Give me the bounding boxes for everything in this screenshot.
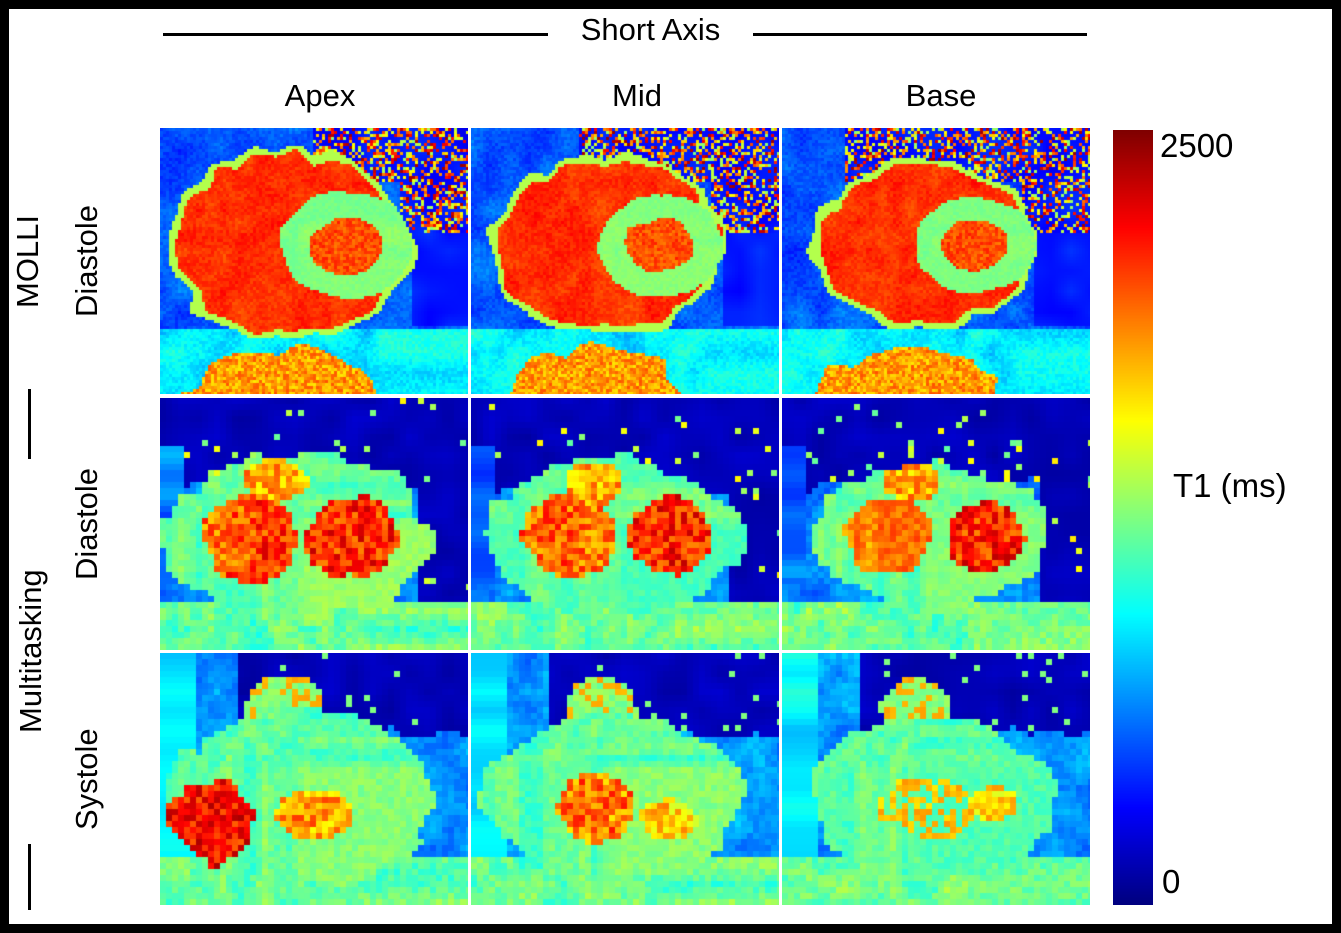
phase-label-multitasking-diastole: Diastole: [69, 468, 104, 580]
colorbar-max-tick: 2500: [1160, 127, 1234, 164]
multitasking-bracket-bottom-line: [28, 844, 31, 910]
short-axis-line-left: [163, 33, 548, 36]
colorbar-title: T1 (ms): [1173, 467, 1287, 504]
t1-map-multitasking-systole-apex: [160, 653, 468, 905]
multitasking-bracket-top-line: [28, 389, 31, 459]
row-group-label-multitasking: Multitasking: [13, 569, 48, 734]
row-group-label-molli: MOLLI: [10, 214, 45, 308]
t1-map-molli-diastole-mid: [471, 128, 779, 394]
t1-map-multitasking-diastole-base: [782, 398, 1090, 650]
phase-label-molli-diastole: Diastole: [69, 205, 104, 317]
t1-map-multitasking-diastole-apex: [160, 398, 468, 650]
phase-label-multitasking-systole: Systole: [69, 728, 104, 830]
t1-map-molli-diastole-base: [782, 128, 1090, 394]
t1-map-multitasking-systole-base: [782, 653, 1090, 905]
colorbar-min-tick: 0: [1162, 863, 1181, 900]
t1-map-multitasking-diastole-mid: [471, 398, 779, 650]
colorbar-gradient: [1113, 130, 1153, 905]
t1-map-molli-diastole-apex: [160, 128, 468, 394]
column-label-base: Base: [905, 78, 977, 113]
column-label-mid: Mid: [612, 78, 662, 113]
short-axis-line-right: [753, 33, 1087, 36]
t1-map-multitasking-systole-mid: [471, 653, 779, 905]
axis-title: Short Axis: [580, 12, 721, 47]
column-label-apex: Apex: [284, 78, 356, 113]
